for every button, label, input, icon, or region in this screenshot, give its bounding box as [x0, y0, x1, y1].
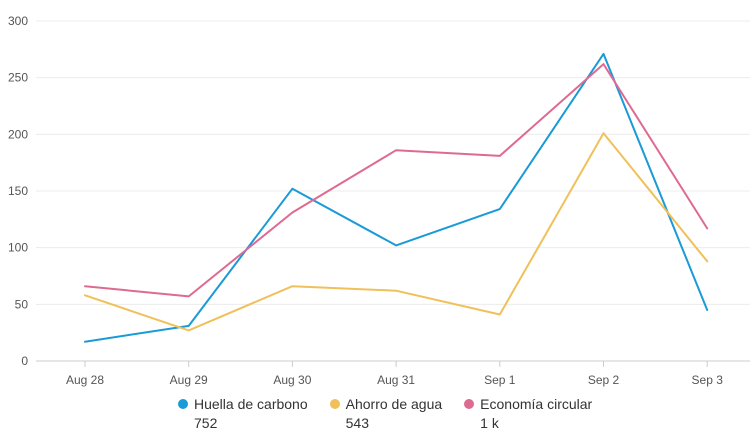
y-tick-label: 0	[21, 354, 28, 368]
legend: Huella de carbono 752 Ahorro de agua 543…	[178, 396, 592, 431]
series-line-0[interactable]	[84, 52, 709, 343]
legend-dot-icon	[178, 399, 188, 409]
x-tick-label: Aug 31	[377, 373, 415, 387]
legend-dot-icon	[464, 399, 475, 409]
legend-label: Ahorro de agua	[345, 396, 443, 412]
grid-lines	[36, 20, 750, 362]
x-tick-label: Sep 2	[588, 373, 620, 387]
y-tick-label: 150	[8, 184, 28, 198]
series-line-2[interactable]	[84, 63, 709, 298]
y-tick-label: 250	[8, 71, 28, 85]
y-tick-label: 50	[15, 297, 29, 311]
x-tick-label: Aug 28	[66, 373, 104, 387]
legend-label: Huella de carbono	[194, 396, 308, 412]
legend-item-ahorro-de-agua[interactable]: Ahorro de agua 543	[329, 396, 443, 431]
series-lines	[84, 52, 709, 343]
legend-total: 752	[194, 415, 218, 431]
x-tick-label: Sep 3	[692, 373, 724, 387]
x-tick-label: Sep 1	[484, 373, 516, 387]
y-tick-label: 100	[8, 241, 28, 255]
y-axis-ticks: 0 50 100 150 200 250 300	[8, 14, 28, 368]
legend-total: 543	[345, 415, 369, 431]
x-axis-ticks: Aug 28 Aug 29 Aug 30 Aug 31 Sep 1 Sep 2 Sep 3	[66, 361, 723, 387]
legend-label: Economía circular	[480, 396, 593, 412]
legend-total: 1 k	[480, 415, 499, 431]
y-tick-label: 200	[8, 127, 28, 141]
x-tick-label: Aug 30	[273, 373, 311, 387]
legend-item-economia-circular[interactable]: Economía circular 1 k	[464, 396, 592, 431]
legend-item-huella-de-carbono[interactable]: Huella de carbono 752	[178, 396, 308, 431]
legend-dot-icon	[329, 399, 340, 409]
x-tick-label: Aug 29	[170, 373, 208, 387]
y-tick-label: 300	[8, 14, 28, 28]
series-line-1[interactable]	[84, 132, 709, 332]
